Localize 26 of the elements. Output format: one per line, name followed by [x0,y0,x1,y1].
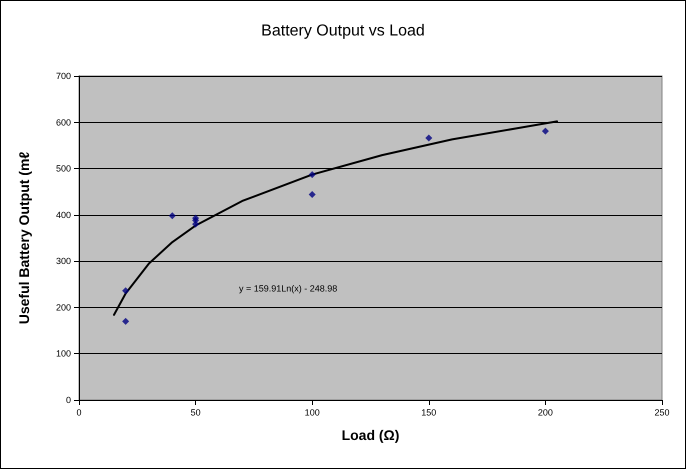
y-tick-label: 100 [56,348,71,359]
annotation: y = 159.91Ln(x) - 248.98 [239,284,338,294]
y-tick-label: 200 [56,302,71,312]
y-tick-label: 500 [56,164,71,174]
y-tick-label: 300 [56,256,71,266]
y-tick-label: 600 [56,117,71,128]
point [192,220,200,228]
point [122,287,130,294]
point [425,134,432,142]
y-tick-label: 400 [56,210,71,220]
point [542,128,549,135]
x-tick-label: 250 [654,408,670,418]
point [308,190,316,198]
y-tick-label: 700 [56,71,71,81]
x-tick-label: 0 [76,408,82,418]
x-axis-title: Load (Ω) [342,427,400,443]
point [122,318,130,325]
x-tick-label: 100 [304,408,320,418]
x-tick-label: 50 [190,408,201,418]
x-tick-label: 150 [421,408,436,418]
y-tick-label: 0 [66,395,71,405]
y-axis-title: Useful Battery Output (mℓ [16,152,32,324]
point [308,171,316,178]
chart-title: Battery Output vs Load [261,22,425,40]
point [168,212,176,220]
x-tick-label: 200 [538,408,553,418]
